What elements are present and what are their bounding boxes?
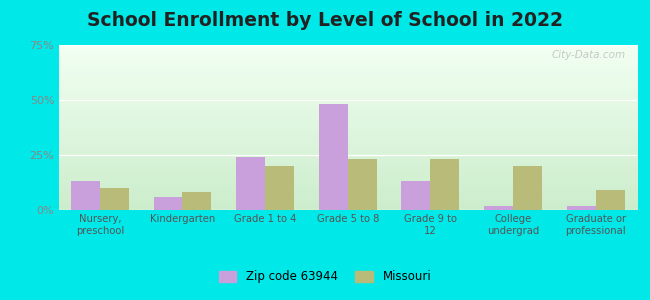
Bar xyxy=(153,197,183,210)
Legend: Zip code 63944, Missouri: Zip code 63944, Missouri xyxy=(214,266,436,288)
Text: School Enrollment by Level of School in 2022: School Enrollment by Level of School in … xyxy=(87,11,563,29)
Bar xyxy=(348,159,377,210)
Bar xyxy=(100,188,129,210)
Bar xyxy=(265,166,294,210)
Bar xyxy=(484,206,513,210)
Text: City-Data.com: City-Data.com xyxy=(551,50,625,60)
Bar xyxy=(236,157,265,210)
Bar xyxy=(318,104,348,210)
Bar xyxy=(513,166,542,210)
Bar xyxy=(183,192,211,210)
Bar xyxy=(402,182,430,210)
Bar xyxy=(595,190,625,210)
Bar xyxy=(71,182,100,210)
Bar xyxy=(430,159,460,210)
Bar xyxy=(567,206,595,210)
